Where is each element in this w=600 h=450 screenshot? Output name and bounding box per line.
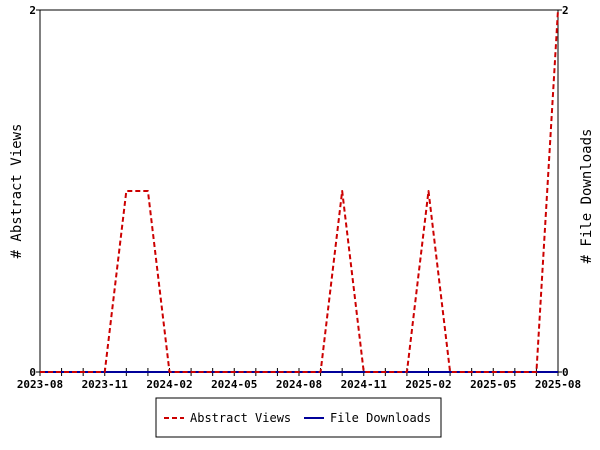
series-lines bbox=[40, 9, 559, 373]
legend-label-file-downloads: File Downloads bbox=[330, 411, 431, 425]
x-tick-label-2024-11: 2024-11 bbox=[341, 378, 388, 391]
x-tick-label-2024-05: 2024-05 bbox=[211, 378, 257, 391]
y-left-axis-title: # Abstract Views bbox=[9, 124, 25, 259]
plot-frame bbox=[39, 9, 559, 373]
x-tick-label-2025-08: 2025-08 bbox=[535, 378, 581, 391]
x-tick-label-2024-02: 2024-02 bbox=[146, 378, 192, 391]
x-tick-label-2025-02: 2025-02 bbox=[405, 378, 451, 391]
y-left-tick-label-2: 2 bbox=[29, 4, 36, 17]
legend-box bbox=[155, 397, 442, 438]
x-tick-label-2025-05: 2025-05 bbox=[470, 378, 516, 391]
y-left-tick-label-0: 0 bbox=[29, 366, 36, 379]
legend-label-abstract-views: Abstract Views bbox=[190, 411, 291, 425]
x-tick-label-2024-08: 2024-08 bbox=[276, 378, 322, 391]
plot-border bbox=[39, 9, 559, 373]
y-right-tick-label-0: 0 bbox=[562, 366, 569, 379]
x-tick-label-2023-11: 2023-11 bbox=[82, 378, 129, 391]
y-right-tick-label-2: 2 bbox=[562, 4, 569, 17]
y-right-axis-title: # File Downloads bbox=[579, 129, 595, 264]
y-right-tick-labels: 02 bbox=[558, 4, 569, 379]
x-axis-tick-labels: 2023-08 2023-11 2024-02 2024-05 2024-08 2024-… bbox=[17, 378, 581, 391]
legend: Abstract Views File Downloads bbox=[155, 397, 442, 438]
series-line-abstract-views bbox=[40, 9, 559, 373]
y-left-tick-labels: 02 bbox=[29, 4, 40, 379]
x-tick-label-2023-08: 2023-08 bbox=[17, 378, 63, 391]
